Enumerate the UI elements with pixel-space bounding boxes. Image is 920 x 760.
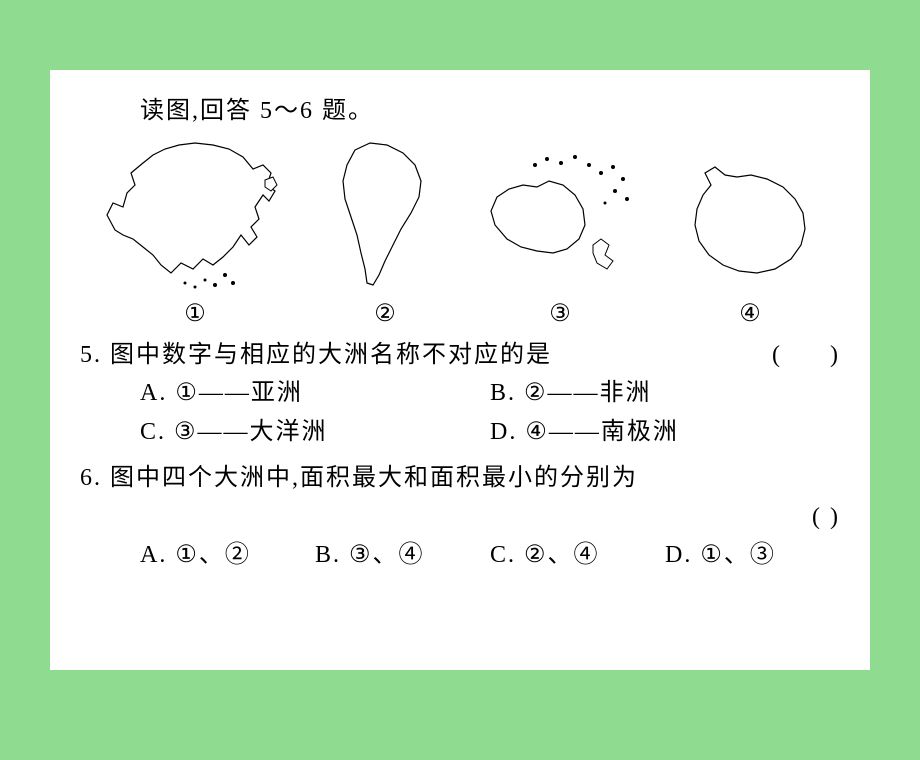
q6-options: A. ①、② B. ③、④ C. ②、④ D. ①、③	[140, 536, 840, 574]
q5-number: 5.	[80, 342, 102, 368]
q5-options: A. ①——亚洲 B. ②——非洲 C. ③——大洋洲 D. ④——南极洲	[140, 374, 840, 451]
asia-outline-icon	[95, 135, 295, 295]
q6-option-b: B. ③、④	[315, 536, 490, 574]
figure-4-label: ④	[739, 299, 761, 328]
q6-option-c: C. ②、④	[490, 536, 665, 574]
q6-number: 6.	[80, 465, 102, 491]
south-america-outline-icon	[325, 135, 445, 295]
q5-option-c: C. ③——大洋洲	[140, 413, 490, 451]
figure-1-label: ①	[184, 299, 206, 328]
q6-option-d: D. ①、③	[665, 536, 840, 574]
q6-paren: ( )	[80, 498, 840, 536]
figure-3-label: ③	[549, 299, 571, 328]
oceania-outline-icon	[475, 145, 645, 295]
question-6: 6. 图中四个大洲中,面积最大和面积最小的分别为	[80, 459, 840, 497]
q5-option-d: D. ④——南极洲	[490, 413, 840, 451]
q6-option-a: A. ①、②	[140, 536, 315, 574]
figure-3: ③	[475, 145, 645, 328]
figure-row: ① ②	[80, 135, 840, 328]
figure-2-label: ②	[374, 299, 396, 328]
q5-stem: 图中数字与相应的大洲名称不对应的是	[110, 342, 552, 368]
antarctica-outline-icon	[675, 155, 825, 295]
figure-1: ①	[95, 135, 295, 328]
figure-4: ④	[675, 155, 825, 328]
q6-stem: 图中四个大洲中,面积最大和面积最小的分别为	[110, 465, 638, 491]
intro-text: 读图,回答 5～6 题。	[140, 90, 840, 125]
figure-2: ②	[325, 135, 445, 328]
worksheet-page: 读图,回答 5～6 题。 ① ②	[50, 70, 870, 670]
q5-paren: ( )	[772, 336, 840, 374]
question-5: 5. 图中数字与相应的大洲名称不对应的是 ( )	[80, 336, 840, 374]
q5-option-a: A. ①——亚洲	[140, 374, 490, 412]
q5-text: 5. 图中数字与相应的大洲名称不对应的是	[80, 336, 552, 374]
q5-option-b: B. ②——非洲	[490, 374, 840, 412]
